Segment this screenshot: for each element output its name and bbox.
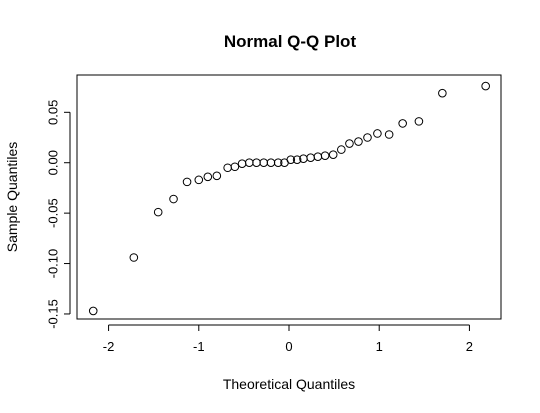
- y-axis: -0.15 -0.10 -0.05 0.00 0.05: [45, 100, 71, 329]
- data-point: [286, 155, 296, 164]
- data-point: [252, 158, 261, 168]
- y-tick-label: -0.10: [45, 249, 60, 279]
- data-point: [153, 207, 163, 217]
- x-tick-label: 2: [466, 339, 473, 354]
- data-point: [398, 119, 407, 128]
- x-axis-label: Theoretical Quantiles: [223, 376, 355, 392]
- data-point: [245, 158, 254, 168]
- data-point: [88, 306, 98, 316]
- y-axis-label: Sample Quantiles: [4, 142, 20, 253]
- y-tick-label: 0.00: [45, 150, 60, 175]
- data-point: [203, 172, 213, 182]
- data-point: [438, 88, 447, 98]
- chart-title: Normal Q-Q Plot: [224, 32, 357, 51]
- data-point: [384, 130, 394, 139]
- plot-frame: [76, 74, 502, 320]
- data-point: [266, 158, 276, 168]
- data-point: [259, 158, 269, 168]
- data-point: [354, 137, 363, 146]
- y-tick-label: -0.05: [45, 198, 60, 228]
- data-point: [194, 175, 204, 185]
- y-tick-label: 0.05: [45, 100, 60, 125]
- data-point: [481, 81, 490, 91]
- data-point: [273, 158, 283, 168]
- data-point: [306, 153, 315, 162]
- data-point: [182, 177, 192, 187]
- x-tick-label: -1: [193, 339, 205, 354]
- data-point: [363, 133, 372, 142]
- data-point: [414, 117, 424, 126]
- data-point: [337, 145, 346, 154]
- x-tick-label: -2: [103, 339, 115, 354]
- data-point: [129, 253, 139, 262]
- y-tick-label: -0.15: [45, 299, 60, 329]
- data-point: [345, 139, 354, 148]
- x-tick-label: 0: [285, 339, 292, 354]
- x-tick-label: 1: [376, 339, 383, 354]
- data-points: [88, 81, 490, 316]
- data-point: [313, 152, 323, 161]
- data-point: [237, 159, 247, 169]
- data-point: [212, 171, 222, 181]
- data-point: [230, 162, 240, 172]
- data-point: [223, 163, 232, 173]
- data-point: [373, 129, 382, 138]
- data-point: [328, 150, 338, 159]
- data-point: [320, 151, 330, 160]
- data-point: [169, 194, 178, 204]
- data-point: [292, 155, 302, 164]
- x-axis: -2 -1 0 1 2: [103, 324, 473, 354]
